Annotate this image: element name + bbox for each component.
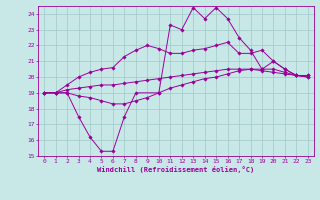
X-axis label: Windchill (Refroidissement éolien,°C): Windchill (Refroidissement éolien,°C)	[97, 166, 255, 173]
